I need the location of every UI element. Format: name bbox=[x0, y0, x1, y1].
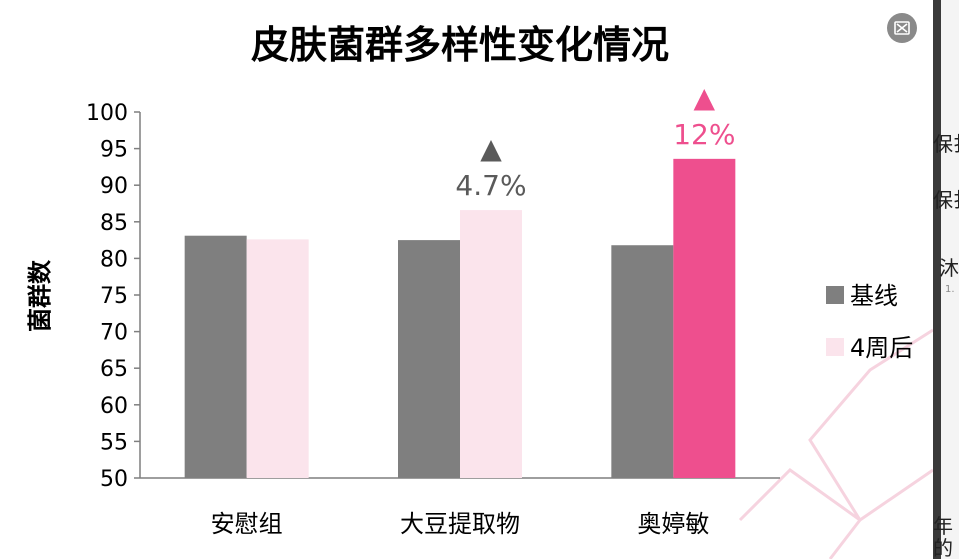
bg-text-fragment: 的 bbox=[933, 536, 953, 559]
bar-0-1 bbox=[398, 240, 460, 478]
bg-text-fragment: 保扌 bbox=[933, 188, 959, 212]
bar-1-2 bbox=[673, 158, 736, 478]
y-tick-label: 50 bbox=[100, 467, 128, 492]
y-tick-label: 70 bbox=[100, 321, 128, 346]
y-tick-label: 95 bbox=[100, 138, 128, 163]
bar-1-0 bbox=[246, 239, 309, 478]
y-tick-label: 90 bbox=[100, 174, 128, 199]
increase-marker: ▲ bbox=[694, 81, 716, 114]
x-tick-label: 安慰组 bbox=[211, 510, 283, 538]
background-page-edge: 保扌 保扌 沐 1. 年 的 bbox=[933, 0, 959, 559]
close-button[interactable] bbox=[887, 13, 917, 43]
chart-card: 皮肤菌群多样性变化情况 菌群数 100 95 90 85 80 75 70 65 60 55 50 … bbox=[0, 0, 933, 559]
bar-0-2 bbox=[611, 245, 674, 478]
y-tick-label: 75 bbox=[100, 284, 128, 309]
y-tick-label: 85 bbox=[100, 211, 128, 236]
increase-label: 12% bbox=[673, 118, 735, 151]
legend: 基线 4周后 bbox=[826, 282, 913, 362]
y-tick-label: 100 bbox=[86, 101, 128, 126]
y-tick-label: 65 bbox=[100, 357, 128, 382]
bg-text-fragment: 保扌 bbox=[933, 132, 959, 156]
hexagon-watermark bbox=[738, 328, 933, 559]
x-axis: 安慰组 大豆提取物 奥婷敏 bbox=[211, 510, 710, 538]
bg-text-fragment: 沐 bbox=[939, 256, 959, 280]
y-tick-label: 80 bbox=[100, 247, 128, 272]
y-tick-label: 60 bbox=[100, 394, 128, 419]
legend-swatch-0 bbox=[826, 286, 844, 304]
bars bbox=[184, 158, 736, 478]
bar-1-1 bbox=[460, 210, 522, 478]
increase-label: 4.7% bbox=[455, 169, 526, 202]
bg-text-fragment: 年 bbox=[933, 514, 953, 538]
x-tick-label: 大豆提取物 bbox=[400, 510, 520, 538]
annotations: ▲ 4.7% ▲ 12% bbox=[455, 81, 735, 202]
x-tick-label: 奥婷敏 bbox=[637, 510, 709, 538]
chart-svg: 皮肤菌群多样性变化情况 菌群数 10095908580757065605550 … bbox=[26, 23, 933, 559]
bar-0-0 bbox=[184, 235, 247, 478]
legend-label: 基线 bbox=[850, 282, 898, 310]
close-icon bbox=[894, 21, 910, 35]
y-axis-label: 菌群数 bbox=[26, 259, 54, 332]
legend-label: 4周后 bbox=[850, 334, 913, 362]
bg-text-fragment: 1. bbox=[945, 284, 955, 295]
increase-marker: ▲ bbox=[480, 132, 502, 165]
legend-swatch-1 bbox=[826, 338, 844, 356]
chart-title: 皮肤菌群多样性变化情况 bbox=[251, 23, 669, 67]
y-tick-label: 55 bbox=[100, 430, 128, 455]
